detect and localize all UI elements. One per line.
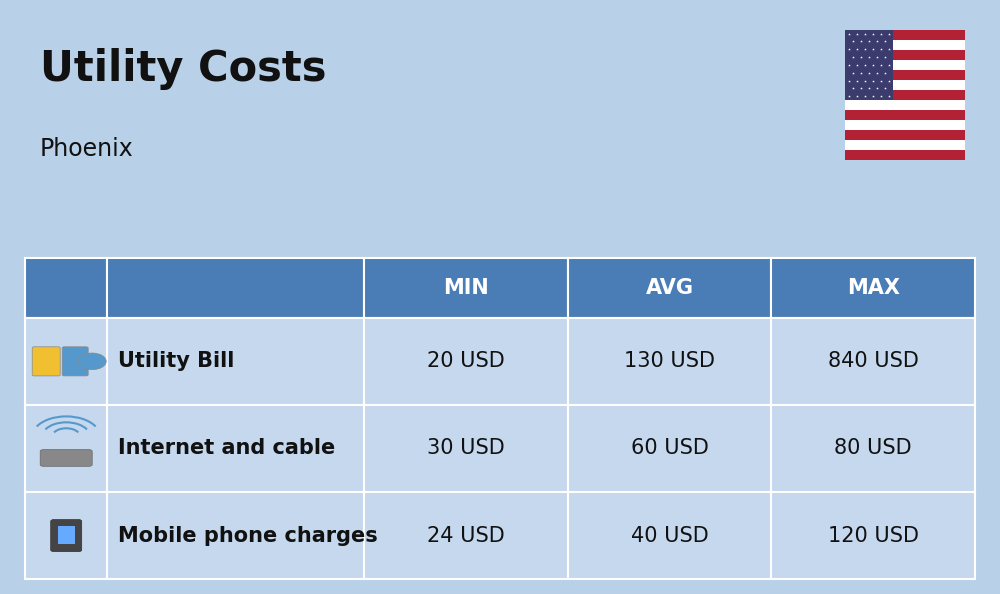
FancyBboxPatch shape bbox=[62, 347, 88, 376]
Text: 20 USD: 20 USD bbox=[427, 351, 505, 371]
Bar bbox=[845, 110, 965, 120]
Text: Utility Costs: Utility Costs bbox=[40, 48, 326, 90]
Bar bbox=[25, 258, 107, 318]
Bar bbox=[845, 140, 965, 150]
Text: AVG: AVG bbox=[646, 278, 694, 298]
Bar bbox=[845, 80, 965, 90]
Text: 80 USD: 80 USD bbox=[834, 438, 912, 459]
Text: 24 USD: 24 USD bbox=[427, 526, 505, 546]
Bar bbox=[771, 318, 975, 405]
Text: Utility Bill: Utility Bill bbox=[118, 351, 234, 371]
Bar bbox=[58, 526, 75, 544]
Bar bbox=[845, 100, 965, 110]
Bar bbox=[845, 70, 965, 80]
Bar bbox=[845, 40, 965, 50]
Bar bbox=[107, 318, 364, 405]
Text: 130 USD: 130 USD bbox=[624, 351, 715, 371]
Bar bbox=[771, 258, 975, 318]
Bar bbox=[845, 30, 965, 40]
Text: Phoenix: Phoenix bbox=[40, 137, 134, 160]
Bar bbox=[845, 130, 965, 140]
Circle shape bbox=[78, 353, 106, 369]
Text: 30 USD: 30 USD bbox=[427, 438, 505, 459]
Text: Mobile phone charges: Mobile phone charges bbox=[118, 526, 377, 546]
Bar bbox=[568, 492, 771, 579]
Bar bbox=[364, 405, 568, 492]
Text: 40 USD: 40 USD bbox=[631, 526, 709, 546]
Bar bbox=[845, 30, 893, 100]
Bar bbox=[568, 318, 771, 405]
Text: 60 USD: 60 USD bbox=[631, 438, 709, 459]
Bar bbox=[107, 258, 364, 318]
Bar bbox=[364, 258, 568, 318]
Bar bbox=[845, 90, 965, 100]
Bar bbox=[771, 405, 975, 492]
Bar bbox=[771, 492, 975, 579]
Text: Internet and cable: Internet and cable bbox=[118, 438, 335, 459]
FancyBboxPatch shape bbox=[32, 347, 60, 376]
Bar bbox=[845, 50, 965, 60]
Bar bbox=[107, 405, 364, 492]
Bar bbox=[25, 318, 107, 405]
Text: 840 USD: 840 USD bbox=[828, 351, 919, 371]
Bar bbox=[107, 492, 364, 579]
Text: MIN: MIN bbox=[443, 278, 489, 298]
Bar bbox=[25, 405, 107, 492]
Bar bbox=[845, 60, 965, 70]
Bar bbox=[845, 150, 965, 160]
Bar bbox=[364, 318, 568, 405]
Bar bbox=[25, 492, 107, 579]
Bar bbox=[568, 258, 771, 318]
Bar bbox=[364, 492, 568, 579]
Text: MAX: MAX bbox=[847, 278, 900, 298]
Bar bbox=[845, 120, 965, 130]
FancyBboxPatch shape bbox=[40, 450, 92, 466]
FancyBboxPatch shape bbox=[51, 520, 82, 552]
Bar bbox=[568, 405, 771, 492]
Text: 120 USD: 120 USD bbox=[828, 526, 919, 546]
